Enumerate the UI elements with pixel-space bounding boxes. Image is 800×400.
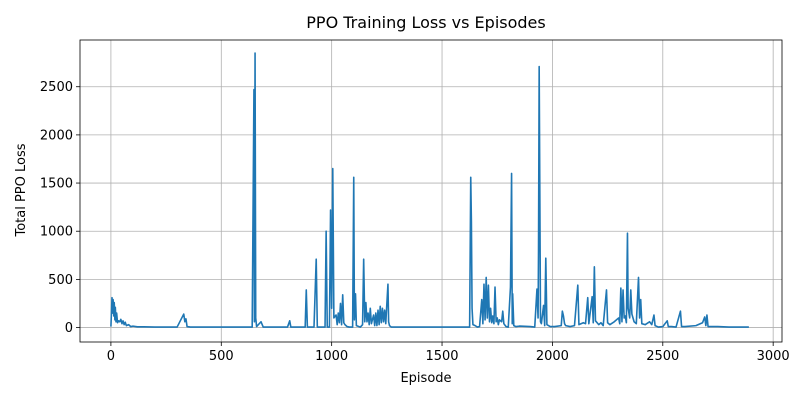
chart-title: PPO Training Loss vs Episodes	[306, 13, 545, 32]
y-axis-title: Total PPO Loss	[14, 143, 29, 237]
y-tick-label: 1000	[40, 225, 73, 240]
grid	[80, 40, 782, 342]
plot-frame	[79, 39, 783, 343]
y-tick-label: 0	[65, 321, 73, 336]
y-tick-label: 2500	[40, 80, 73, 95]
x-tick-label: 500	[209, 349, 234, 364]
series-layer	[110, 52, 749, 328]
x-axis: 0 500 1000 1500 2000 2500 3000	[107, 342, 790, 364]
series-line	[110, 52, 749, 328]
x-tick-label: 3000	[757, 349, 790, 364]
y-tick-label: 500	[48, 273, 73, 288]
y-tick-label: 1500	[40, 177, 73, 192]
x-tick-label: 1000	[315, 349, 348, 364]
x-tick-label: 0	[107, 349, 115, 364]
y-tick-label: 2000	[40, 128, 73, 143]
x-tick-label: 2000	[536, 349, 569, 364]
y-axis: 0 500 1000 1500 2000 2500	[40, 80, 80, 336]
x-tick-label: 2500	[646, 349, 679, 364]
x-tick-label: 1500	[425, 349, 458, 364]
x-axis-title: Episode	[400, 371, 451, 386]
